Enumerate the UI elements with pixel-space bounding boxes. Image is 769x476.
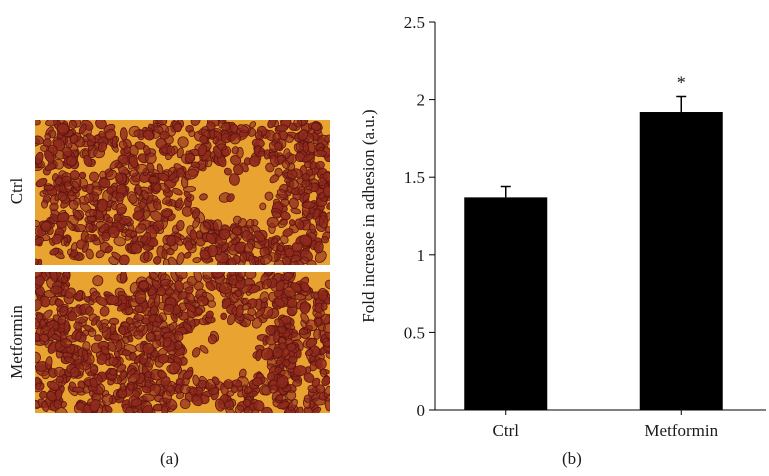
panel-a: Ctrl Metformin (a) (0, 0, 360, 476)
y-tick-label: 1 (417, 246, 426, 265)
y-tick-label: 1.5 (404, 168, 425, 187)
y-axis-label: Fold increase in adhesion (a.u.) (359, 109, 378, 322)
x-tick-label: Ctrl (493, 421, 520, 440)
row-label-ctrl: Ctrl (7, 177, 26, 205)
x-tick-label: Metformin (644, 421, 718, 440)
row-label-metformin: Metformin (7, 305, 26, 379)
bar (464, 197, 548, 410)
significance-mark: * (677, 72, 686, 92)
bar (639, 112, 723, 411)
y-tick-label: 0 (417, 401, 426, 420)
panel-a-caption: (a) (160, 449, 179, 468)
panel-b-caption: (b) (562, 449, 582, 468)
ctrl-micrograph (35, 120, 330, 265)
metformin-micrograph (35, 272, 330, 413)
micrograph-texture (35, 272, 330, 413)
adhesion-bar-chart: 0 0.5 1 1.5 2 2.5 Fold increase in adhesion (a… (359, 13, 766, 440)
micrograph-texture (35, 120, 330, 265)
y-tick-label: 2 (417, 91, 426, 110)
y-tick-label: 0.5 (404, 323, 425, 342)
y-tick-label: 2.5 (404, 13, 425, 32)
